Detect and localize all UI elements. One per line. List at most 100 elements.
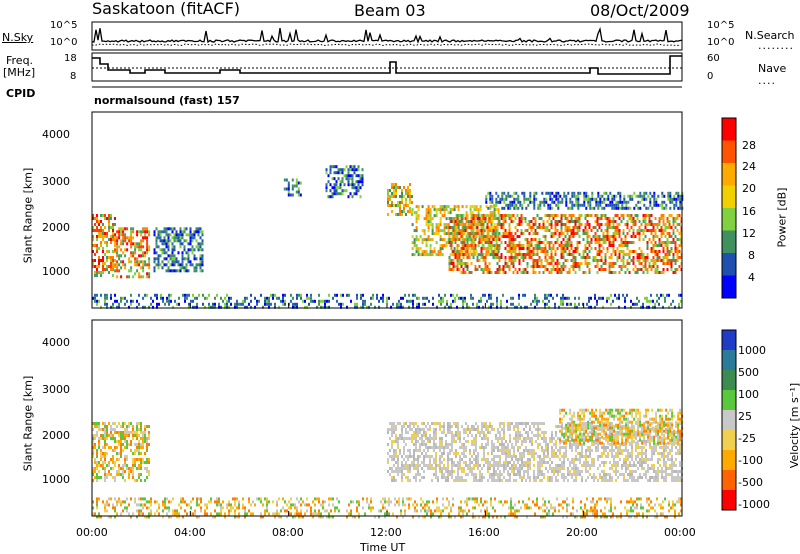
power-cells-cell [108,238,110,241]
power-cells-cell [155,251,158,255]
power-cells-cell [455,205,458,209]
power-cells-cell [492,232,495,235]
power-cells-cell [202,293,204,297]
vel-cells-cell [531,443,533,446]
vel-cells-cell [417,431,419,434]
power-cells-cell [429,217,432,221]
power-cells-cell [102,262,104,265]
power-cells-cell [268,305,270,309]
vel-cells-cell [413,476,415,479]
power-cells-cell [582,238,585,241]
power-cells-cell [512,271,515,274]
power-cells-cell [538,247,541,250]
power-cells-cell [595,197,598,201]
power-cells-cell [175,233,178,237]
vel-cells-cell [545,440,547,443]
power-cells-cell [482,293,484,297]
power-cells-cell [568,268,571,271]
vel-cells-cell [459,455,461,458]
vel-cells-cell [106,452,108,455]
power-cells-cell [590,305,592,309]
power-cells-cell [100,259,102,262]
power-cells-cell [624,253,627,256]
power-cells-cell [165,233,168,237]
power-cells-cell [427,217,430,221]
power-cells-cell [201,263,204,267]
vel-cells-cell [493,455,495,458]
power-cells-cell [427,220,430,224]
power-cells-cell [534,299,536,303]
power-cells-cell [173,260,176,264]
power-cells-cell [528,226,531,229]
power-cells-cell [102,232,104,235]
power-cells-cell [640,229,643,232]
vel-cells-cell [126,446,128,449]
vel-cells-cell [132,464,134,467]
power-cells-cell [389,195,391,198]
vel-cells-cell [623,464,625,467]
power-cells-cell [287,181,290,185]
power-cells-cell [173,254,176,258]
power-cells-cell [479,205,482,209]
power-cells-cell [480,256,483,259]
power-cells-cell [586,214,589,217]
power-cells-cell [604,259,607,262]
vel-cells-cell [455,452,457,455]
power-cells-cell [574,265,577,268]
power-cells-cell [606,250,609,253]
power-cells-cell [428,299,430,303]
power-cells-cell [532,247,535,250]
power-cells-cell [110,238,112,241]
power-cells-cell [122,242,125,246]
vel-cells-cell [627,449,629,452]
power-cells-cell [610,265,613,268]
vel-cells-cell [583,464,585,467]
power-cells-cell [526,244,529,247]
power-cells-cell [159,254,162,258]
power-cells-cell [597,203,600,207]
vel-cells-cell [435,473,437,476]
power-cells-cell [491,194,494,198]
vel-cells-cell [439,425,441,428]
power-cells-cell [291,184,294,188]
vel-cells-cell [603,452,605,455]
vel-cells-cell [443,473,445,476]
vel-cells-cell [447,455,449,458]
power-cells-cell [439,235,442,239]
power-cells-cell [639,206,642,210]
power-cells-cell [676,268,679,271]
vel-cells-cell [395,470,397,473]
power-cells-cell [130,254,133,258]
vel-cells-cell [447,479,449,482]
power-cells-cell [484,220,487,223]
vel-cells-cell [529,467,531,470]
power-cells-cell [112,259,114,262]
power-cells-cell [478,265,481,268]
vel-cells-cell [96,479,98,482]
power-cells-cell [574,271,577,274]
vel-cells-cell [615,467,617,470]
power-cells-cell [156,293,158,297]
vel-cells-cell [409,467,411,470]
power-cells-cell [550,253,553,256]
power-cells-cell [472,256,475,259]
vel-cells-cell [483,422,485,425]
vel-cells-cell [96,467,98,470]
power-cells-cell [168,299,170,303]
vel-cells-cell [491,473,493,476]
vel-cells-cell [104,476,106,479]
vel-cells-cell [120,437,122,440]
vel-cells-cell [623,461,625,464]
power-cells-cell [515,206,518,210]
power-cells-cell [600,244,603,247]
vel-cells-cell [437,479,439,482]
power-cells-cell [179,233,182,237]
power-cells-cell [667,194,670,198]
vel-cells-cell [479,434,481,437]
power-cells-cell [578,302,580,306]
vel-cells-cell [401,455,403,458]
vel-cells-cell [519,467,521,470]
power-cells-cell [339,168,342,172]
power-cells-cell [569,206,572,210]
power-cells-cell [431,226,434,230]
